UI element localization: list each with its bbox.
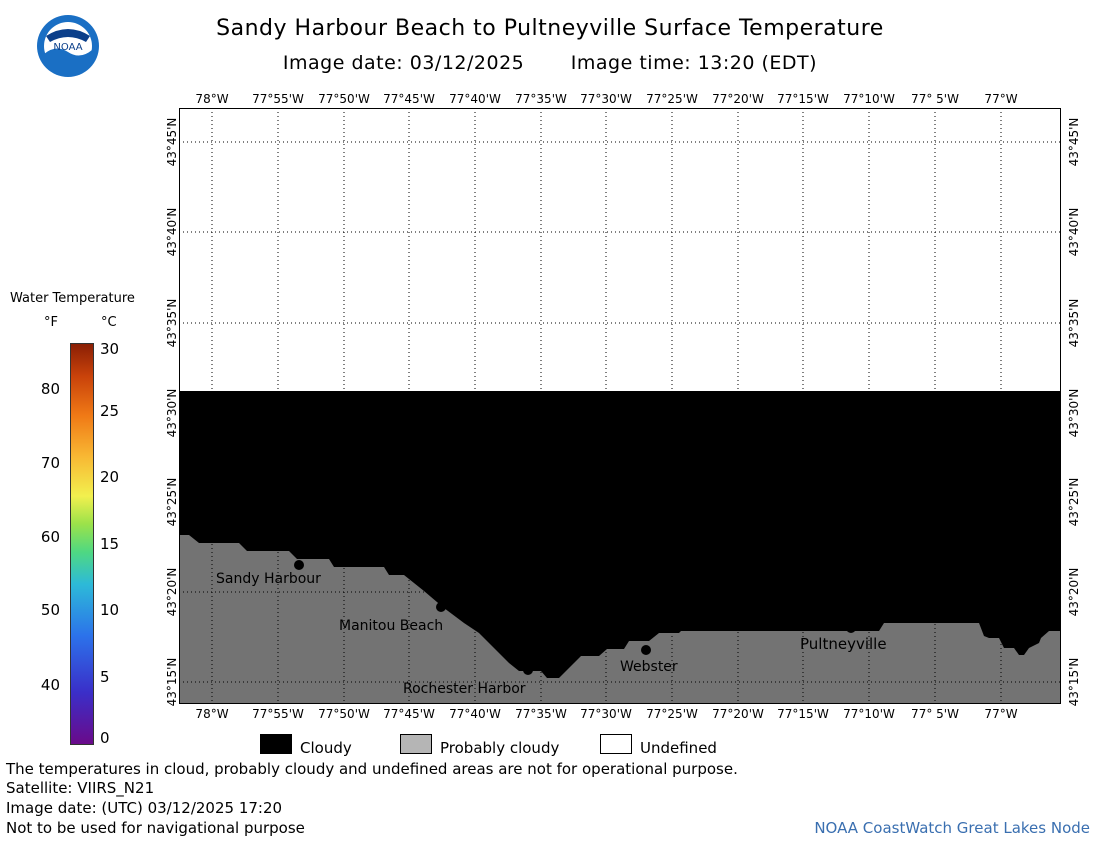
tick-f-80: 80	[40, 380, 60, 398]
lat-label-left: 43°40'N	[165, 207, 179, 257]
lon-label-bottom: 77°15'W	[777, 707, 829, 721]
credit-link[interactable]: NOAA CoastWatch Great Lakes Node	[814, 819, 1090, 837]
place-marker-rochester-harbor	[523, 665, 533, 675]
place-marker-webster	[641, 645, 651, 655]
place-marker-sandy-harbour	[294, 560, 304, 570]
place-label-rochester-harbor: Rochester Harbor	[403, 681, 526, 697]
utc-date-note: Image date: (UTC) 03/12/2025 17:20	[6, 799, 283, 817]
tick-c-20: 20	[100, 468, 120, 486]
lon-label-top: 77°25'W	[646, 92, 698, 106]
place-marker-manitou-beach	[436, 602, 446, 612]
undefined-swatch	[600, 734, 632, 754]
place-label-webster: Webster	[620, 659, 678, 675]
noaa-logo: NOAA	[37, 15, 99, 77]
tick-f-70: 70	[40, 454, 60, 472]
cloudy-swatch	[260, 734, 292, 754]
lon-label-bottom: 77°30'W	[580, 707, 632, 721]
lon-label-bottom: 77° 5'W	[911, 707, 959, 721]
image-time: Image time: 13:20 (EDT)	[570, 52, 818, 74]
lat-label-left: 43°35'N	[165, 298, 179, 348]
lon-label-bottom: 77°45'W	[383, 707, 435, 721]
legend-title: Water Temperature	[10, 291, 135, 306]
cloudy-label: Cloudy	[300, 739, 352, 757]
map-frame	[179, 108, 1061, 704]
place-marker-pultneyville	[846, 623, 856, 633]
lon-label-bottom: 77°W	[984, 707, 1018, 721]
logo-text: NOAA	[53, 42, 82, 53]
navigation-note: Not to be used for navigational purpose	[6, 819, 305, 837]
lon-label-bottom: 77°35'W	[515, 707, 567, 721]
lat-label-left: 43°45'N	[165, 117, 179, 167]
lat-label-left: 43°30'N	[165, 388, 179, 438]
lat-label-right: 43°45'N	[1067, 117, 1081, 167]
tick-c-25: 25	[100, 402, 120, 420]
lon-label-top: 77°35'W	[515, 92, 567, 106]
lat-label-right: 43°35'N	[1067, 298, 1081, 348]
lon-label-top: 77°15'W	[777, 92, 829, 106]
tick-f-40: 40	[40, 676, 60, 694]
tick-c-15: 15	[100, 535, 120, 553]
lat-label-right: 43°20'N	[1067, 567, 1081, 617]
lat-label-right: 43°15'N	[1067, 657, 1081, 707]
satellite-note: Satellite: VIIRS_N21	[6, 779, 155, 797]
place-label-manitou-beach: Manitou Beach	[339, 618, 443, 634]
lon-label-bottom: 77°25'W	[646, 707, 698, 721]
lon-label-bottom: 77°40'W	[449, 707, 501, 721]
lon-label-bottom: 78°W	[195, 707, 229, 721]
lat-label-right: 43°25'N	[1067, 477, 1081, 527]
tick-f-60: 60	[40, 528, 60, 546]
lat-label-left: 43°15'N	[165, 657, 179, 707]
probably-cloudy-label: Probably cloudy	[440, 739, 560, 757]
lon-label-top: 77°55'W	[252, 92, 304, 106]
image-date-time: Image date: 03/12/2025 Image time: 13:20…	[0, 52, 1100, 74]
image-date: Image date: 03/12/2025	[282, 52, 525, 74]
undefined-label: Undefined	[640, 739, 717, 757]
disclaimer-note: The temperatures in cloud, probably clou…	[6, 760, 738, 778]
map-title: Sandy Harbour Beach to Pultneyville Surf…	[216, 16, 884, 41]
lat-label-left: 43°25'N	[165, 477, 179, 527]
lat-label-right: 43°30'N	[1067, 388, 1081, 438]
unit-celsius: °C	[101, 315, 117, 330]
probably-cloudy-swatch	[400, 734, 432, 754]
map-panel: Sandy Harbour Manitou Beach Rochester Ha…	[179, 108, 1061, 704]
lon-label-bottom: 77°55'W	[252, 707, 304, 721]
place-label-pultneyville: Pultneyville	[800, 635, 887, 653]
lon-label-bottom: 77°20'W	[712, 707, 764, 721]
unit-fahrenheit: °F	[44, 315, 58, 330]
lon-label-bottom: 77°50'W	[318, 707, 370, 721]
lon-label-top: 77°30'W	[580, 92, 632, 106]
lat-label-right: 43°40'N	[1067, 207, 1081, 257]
lon-label-top: 77° 5'W	[911, 92, 959, 106]
lon-label-bottom: 77°10'W	[843, 707, 895, 721]
tick-c-5: 5	[100, 668, 110, 686]
lon-label-top: 77°W	[984, 92, 1018, 106]
tick-c-0: 0	[100, 729, 110, 747]
lon-label-top: 77°20'W	[712, 92, 764, 106]
lat-label-left: 43°20'N	[165, 567, 179, 617]
lon-label-top: 77°10'W	[843, 92, 895, 106]
lon-label-top: 78°W	[195, 92, 229, 106]
lon-label-top: 77°50'W	[318, 92, 370, 106]
tick-c-10: 10	[100, 601, 120, 619]
lon-label-top: 77°45'W	[383, 92, 435, 106]
color-scale-bar	[70, 343, 94, 745]
tick-f-50: 50	[40, 601, 60, 619]
place-label-sandy-harbour: Sandy Harbour	[216, 571, 321, 587]
tick-c-30: 30	[100, 340, 120, 358]
land-probably-cloudy	[179, 535, 1061, 704]
lon-label-top: 77°40'W	[449, 92, 501, 106]
graticule	[179, 108, 1061, 704]
